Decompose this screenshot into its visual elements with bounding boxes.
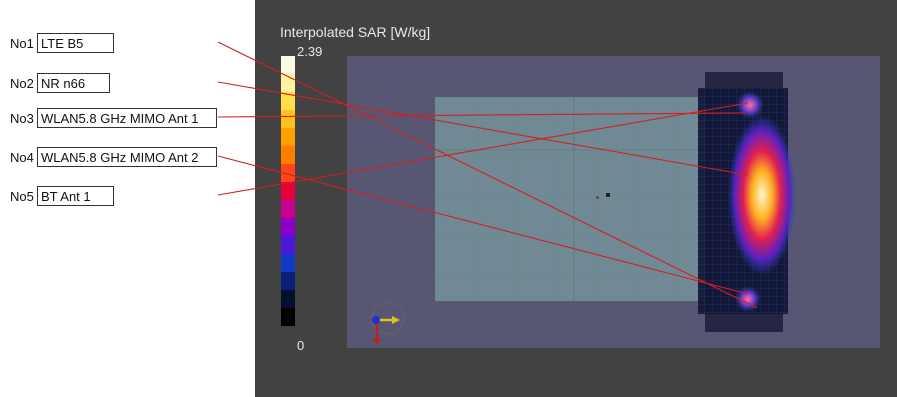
antenna-label-row: No4 WLAN5.8 GHz MIMO Ant 2	[0, 146, 217, 168]
axis-triad-icon	[371, 301, 405, 345]
colorbar-segment	[281, 128, 295, 146]
leader-line-no3	[217, 112, 746, 118]
colorbar-segment	[281, 182, 295, 200]
antenna-label-id: No3	[10, 110, 34, 126]
colorbar-segment	[281, 200, 295, 218]
antenna-label-row: No1 LTE B5	[0, 32, 114, 54]
antenna-label-text: BT Ant 1	[37, 186, 114, 206]
colorbar-segment	[281, 218, 295, 236]
antenna-label-row: No3 WLAN5.8 GHz MIMO Ant 1	[0, 107, 217, 129]
leader-line-no5	[217, 102, 749, 196]
colorbar-segment	[281, 272, 295, 290]
antenna-label-row: No2 NR n66	[0, 72, 110, 94]
leader-line-no4	[217, 155, 749, 295]
antenna-label-text: WLAN5.8 GHz MIMO Ant 1	[37, 108, 217, 128]
sar-hotspot-top	[736, 91, 764, 119]
leader-line-no2	[217, 81, 749, 176]
colorbar-segment	[281, 308, 295, 326]
antenna-label-row: No5 BT Ant 1	[0, 185, 114, 207]
colorbar-min-label: 0	[297, 338, 305, 353]
colorbar-segment	[281, 290, 295, 308]
sar-title: Interpolated SAR [W/kg]	[280, 24, 431, 40]
antenna-label-text: WLAN5.8 GHz MIMO Ant 2	[37, 147, 217, 167]
leader-line-no1	[217, 41, 758, 309]
sar-hotspot-main	[728, 115, 796, 275]
colorbar-max-label: 2.39	[297, 44, 323, 59]
colorbar-segment	[281, 236, 295, 254]
colorbar-segment	[281, 164, 295, 182]
antenna-label-id: No1	[10, 35, 34, 51]
antenna-label-text: NR n66	[37, 73, 110, 93]
antenna-label-id: No5	[10, 188, 34, 204]
colorbar-segment	[281, 254, 295, 272]
antenna-label-text: LTE B5	[37, 33, 114, 53]
antenna-label-id: No2	[10, 75, 34, 91]
colorbar-segment	[281, 92, 295, 110]
antenna-label-id: No4	[10, 149, 34, 165]
colorbar-segment	[281, 56, 295, 74]
colorbar-segment	[281, 110, 295, 128]
colorbar-segment	[281, 146, 295, 164]
